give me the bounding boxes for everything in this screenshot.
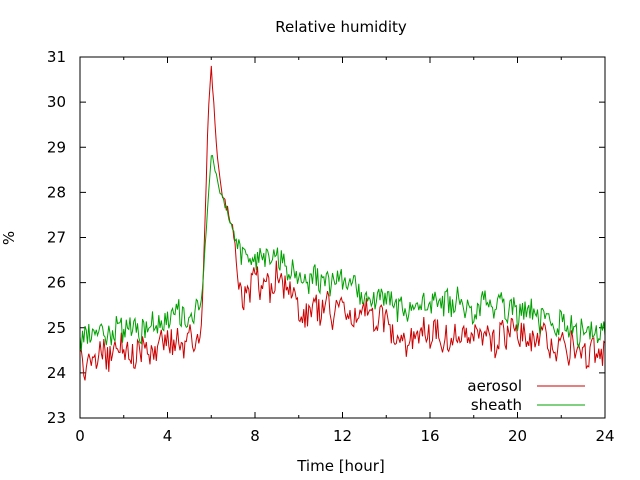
x-tick-label: 4 — [163, 427, 173, 445]
series-line-sheath — [79, 155, 606, 351]
x-tick-label: 24 — [595, 427, 614, 445]
y-tick-label: 26 — [47, 274, 66, 292]
y-tick-label: 27 — [47, 229, 66, 247]
y-axis-label: % — [0, 231, 18, 245]
y-tick-label: 24 — [47, 364, 66, 382]
legend-label-sheath: sheath — [471, 396, 522, 414]
x-tick-label: 12 — [333, 427, 352, 445]
series-layer — [79, 65, 606, 381]
y-tick-label: 30 — [47, 93, 66, 111]
x-tick-label: 16 — [420, 427, 439, 445]
legend-label-aerosol: aerosol — [467, 377, 522, 395]
plot-frame — [79, 56, 606, 419]
y-tick-label: 23 — [47, 409, 66, 427]
x-tick-label: 0 — [75, 427, 85, 445]
y-tick-label: 29 — [47, 138, 66, 156]
axis-ticks: 0 4 8 12 16 20 24 23 24 25 26 27 28 29 30 31 — [47, 48, 615, 445]
x-tick-label: 8 — [250, 427, 260, 445]
y-tick-label: 25 — [47, 319, 66, 337]
x-axis-label: Time [hour] — [296, 457, 385, 475]
x-tick-label: 20 — [508, 427, 527, 445]
y-tick-label: 28 — [47, 183, 66, 201]
y-tick-label: 31 — [47, 48, 66, 66]
series-line-aerosol — [79, 65, 606, 381]
chart-title: Relative humidity — [275, 18, 407, 36]
